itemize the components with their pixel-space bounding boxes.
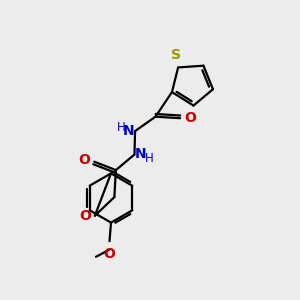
- Text: O: O: [103, 247, 116, 261]
- Text: H: H: [117, 121, 126, 134]
- Text: O: O: [184, 111, 196, 125]
- Text: N: N: [123, 124, 134, 138]
- Text: N: N: [135, 148, 147, 161]
- Text: O: O: [78, 153, 90, 167]
- Text: H: H: [145, 152, 154, 165]
- Text: O: O: [80, 209, 91, 223]
- Text: S: S: [171, 48, 181, 62]
